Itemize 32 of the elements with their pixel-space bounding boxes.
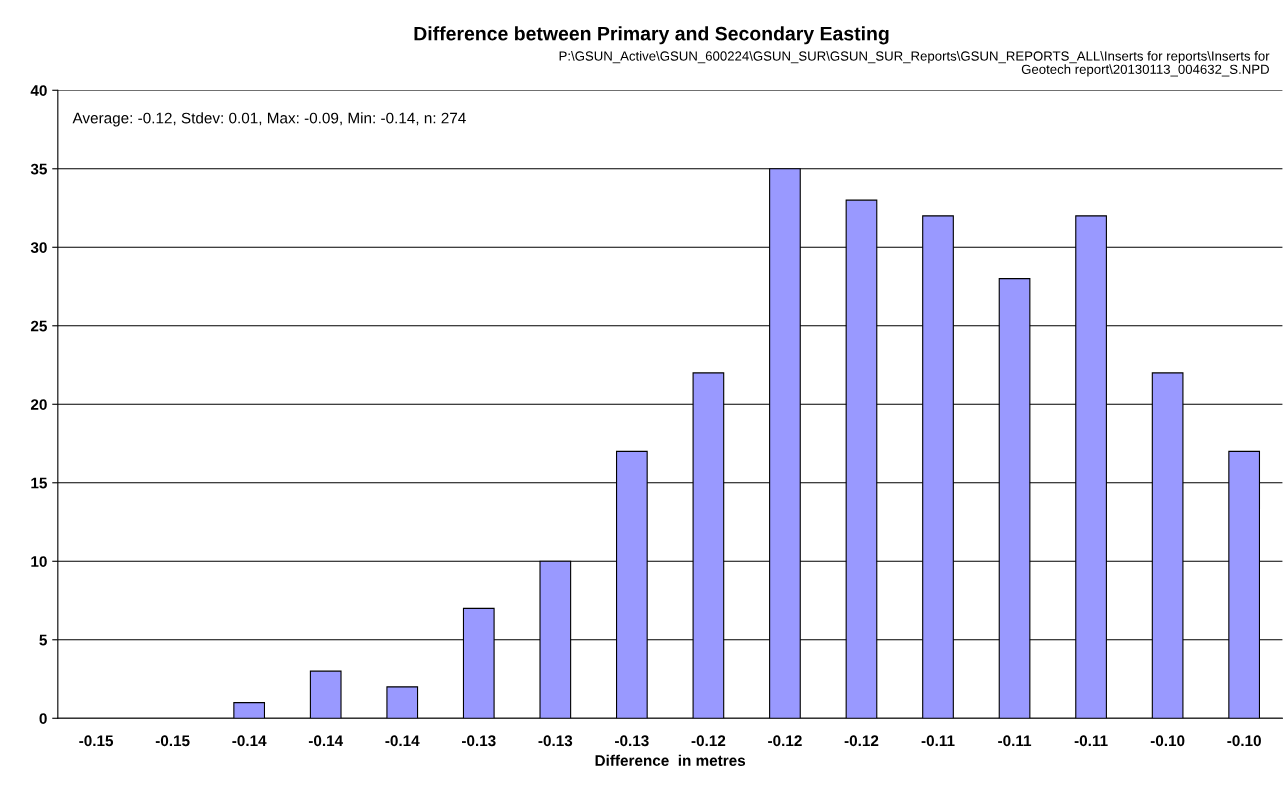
x-tick-label: -0.14 bbox=[232, 735, 267, 747]
y-tick-label: 10 bbox=[31, 556, 47, 567]
x-tick-label: -0.11 bbox=[998, 735, 1032, 747]
x-tick-label: -0.12 bbox=[768, 735, 802, 747]
bar bbox=[309, 670, 342, 719]
x-tick-label: -0.13 bbox=[615, 735, 649, 747]
y-tick-label: 15 bbox=[31, 477, 47, 489]
y-tick-label: 25 bbox=[30, 320, 47, 332]
x-tick-label: -0.12 bbox=[691, 735, 726, 747]
x-tick-label: -0.10 bbox=[1227, 735, 1261, 747]
y-tick-label: 30 bbox=[30, 242, 47, 253]
x-tick-label: -0.14 bbox=[385, 735, 420, 747]
bar bbox=[386, 686, 419, 719]
x-tick-label: -0.15 bbox=[79, 735, 114, 747]
annotation: Average: -0.12, Stdev: 0.01, Max: -0.09, Min: -0.14, n: 274 bbox=[72, 112, 466, 127]
x-tick-label: -0.12 bbox=[844, 735, 879, 747]
x-tick-label: -0.13 bbox=[461, 735, 496, 747]
x-tick-label: -0.11 bbox=[1074, 735, 1108, 747]
x-axis-title: Difference in metres bbox=[595, 754, 746, 766]
x-tick-label: -0.14 bbox=[308, 735, 344, 747]
y-tick-label: 35 bbox=[30, 163, 47, 175]
text: P:\GSUN_Active\GSUN_600224\GSUN_SUR\GSUN_SUR_Reports\GSUN_REPORTS_ALL\Inserts for reports\Inserts for Geotech report\20130113_004632_S.NPD bbox=[559, 51, 1270, 77]
y-tick-label: 20 bbox=[30, 399, 47, 410]
x-tick-label: -0.11 bbox=[921, 735, 955, 747]
y-tick-label: 0 bbox=[39, 713, 47, 724]
chart-title: Difference between Primary and Secondary Easting bbox=[414, 26, 889, 45]
bar bbox=[233, 702, 266, 719]
x-tick-label: -0.15 bbox=[155, 735, 190, 747]
y-tick-label: 40 bbox=[30, 85, 47, 96]
x-tick-label: -0.13 bbox=[538, 735, 573, 747]
y-tick-label: 5 bbox=[39, 634, 47, 646]
x-tick-label: -0.10 bbox=[1150, 735, 1185, 747]
